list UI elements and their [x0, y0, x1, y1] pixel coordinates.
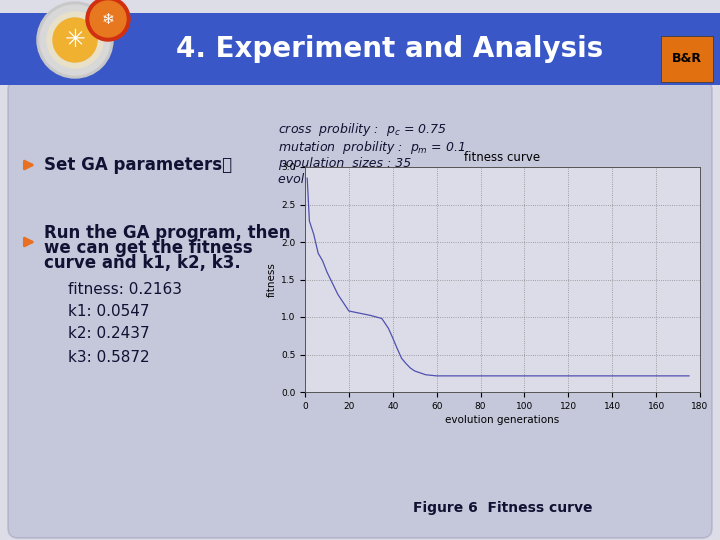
Circle shape [47, 12, 103, 68]
FancyBboxPatch shape [8, 80, 712, 538]
Circle shape [86, 0, 130, 41]
Text: B&R: B&R [672, 52, 702, 65]
FancyBboxPatch shape [661, 36, 713, 82]
Text: population  sizes : 35: population sizes : 35 [278, 157, 411, 170]
Text: k3: 0.5872: k3: 0.5872 [68, 350, 150, 366]
Text: ❄: ❄ [102, 11, 114, 26]
Text: k2: 0.2437: k2: 0.2437 [68, 327, 150, 341]
Circle shape [53, 18, 97, 62]
Text: cross  probility :  $p_c$ = 0.75: cross probility : $p_c$ = 0.75 [278, 122, 447, 138]
Text: evolution  generations : 175: evolution generations : 175 [278, 173, 454, 186]
Text: 4. Experiment and Analysis: 4. Experiment and Analysis [176, 35, 603, 63]
Text: Figure 6  Fitness curve: Figure 6 Fitness curve [413, 501, 593, 515]
X-axis label: evolution generations: evolution generations [446, 415, 559, 425]
Text: curve and k1, k2, k3.: curve and k1, k2, k3. [44, 254, 240, 272]
Text: Set GA parameters：: Set GA parameters： [44, 156, 232, 174]
Title: fitness curve: fitness curve [464, 151, 541, 165]
FancyBboxPatch shape [0, 13, 720, 85]
Text: k1: 0.0547: k1: 0.0547 [68, 305, 150, 320]
Text: mutation  probility :  $p_m$ = 0.1: mutation probility : $p_m$ = 0.1 [278, 138, 465, 156]
Circle shape [40, 5, 110, 75]
Text: we can get the fitness: we can get the fitness [44, 239, 253, 257]
Y-axis label: fitness: fitness [266, 262, 276, 297]
Circle shape [37, 2, 113, 78]
Text: fitness: 0.2163: fitness: 0.2163 [68, 282, 182, 298]
Text: Run the GA program, then: Run the GA program, then [44, 224, 290, 242]
Text: ✳: ✳ [65, 28, 86, 52]
Circle shape [90, 1, 126, 37]
